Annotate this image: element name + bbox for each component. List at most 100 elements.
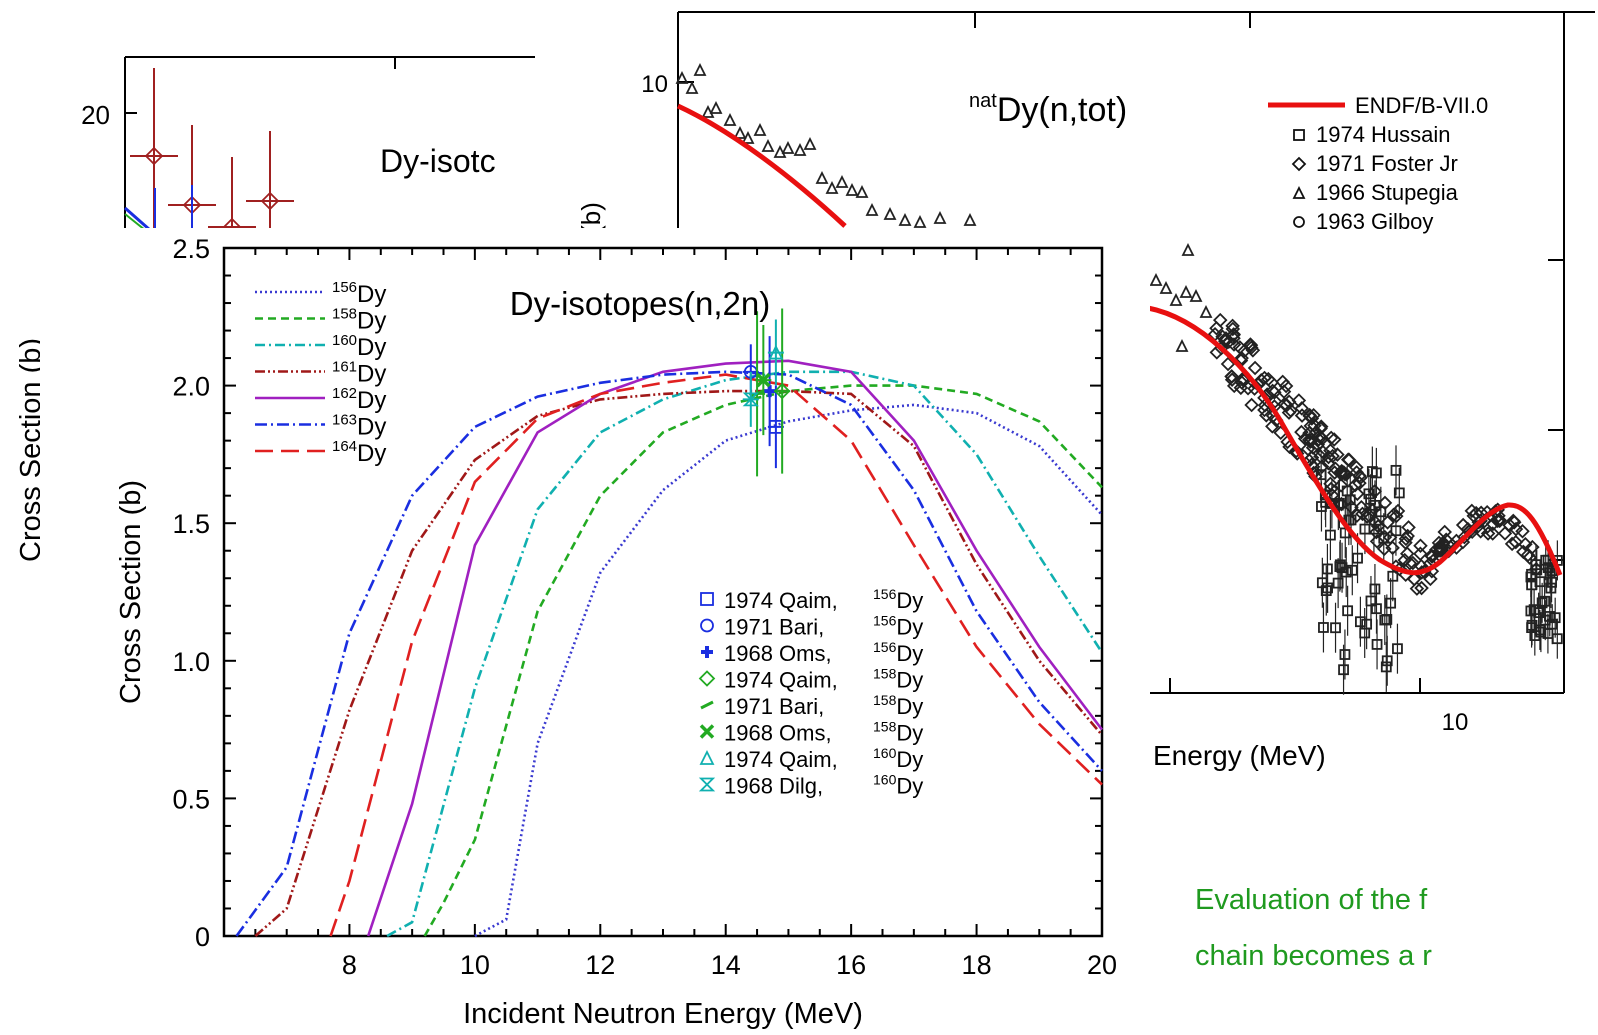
data-point	[1491, 508, 1506, 524]
back-series-line	[124, 206, 151, 232]
series-line-162Dy	[366, 359, 1104, 937]
data-point	[1522, 550, 1537, 565]
back-chart-title: Dy-isotc	[380, 143, 496, 179]
data-point	[1424, 548, 1439, 563]
main-axis-ticks: 8 10 12 14 16 18 20 0 0.5 1.0 1.5 2.0 2.5	[172, 234, 1117, 980]
data-point	[761, 138, 775, 152]
data-point	[1279, 397, 1295, 413]
data-point	[898, 212, 912, 226]
data-point	[1340, 566, 1352, 578]
back-chart-panel: 20 Dy-isotc	[0, 40, 540, 237]
data-point	[1267, 394, 1283, 409]
data-point	[1353, 470, 1368, 485]
data-point	[913, 214, 927, 228]
legend-label: 158Dy	[332, 306, 386, 335]
data-point	[1349, 465, 1364, 480]
right-x-axis-label: Energy (MeV)	[1153, 740, 1326, 771]
right-chart-legend: ENDF/B-VII.0 1974 Hussain 1971 Foster Jr 19…	[1268, 93, 1488, 234]
x-tick-label: 18	[962, 950, 992, 980]
exp-legend-marker	[698, 670, 716, 687]
data-point	[1385, 597, 1397, 609]
data-point	[1368, 515, 1383, 531]
data-point	[1544, 611, 1556, 622]
data-point	[1506, 515, 1522, 530]
data-point	[1380, 661, 1392, 673]
data-point	[1327, 465, 1342, 480]
legend-label: 156Dy	[332, 279, 386, 308]
main-y-axis-label: Cross Section (b)	[115, 480, 147, 704]
data-point	[1375, 506, 1387, 518]
data-point	[781, 140, 795, 154]
data-point	[1333, 478, 1349, 493]
data-point	[1322, 582, 1333, 594]
data-point	[1492, 513, 1507, 529]
exp-legend-label: 1968 Dilg,	[724, 774, 823, 799]
data-point	[1387, 570, 1399, 582]
data-point	[1518, 536, 1533, 552]
right-chart-data	[675, 62, 1563, 695]
data-point	[793, 142, 807, 156]
data-point	[1352, 552, 1363, 564]
data-point	[1381, 614, 1393, 625]
series-line-156Dy	[474, 403, 1103, 938]
caption-text: Evaluation of the f chain becomes a r	[1195, 872, 1595, 984]
exp-legend-marker	[700, 592, 714, 606]
data-point	[1278, 378, 1294, 394]
data-point	[1294, 424, 1309, 440]
data-point	[1363, 488, 1375, 500]
data-point	[1504, 536, 1520, 552]
exp-legend-marker	[699, 749, 715, 765]
data-point	[1359, 627, 1371, 639]
exp-legend-label: 1974 Qaim,	[724, 588, 838, 613]
data-point	[1243, 338, 1259, 353]
exp-legend-marker	[698, 777, 716, 792]
data-point	[1276, 384, 1292, 399]
series-line-164Dy	[329, 373, 1103, 937]
exp-legend-label: 1974 Qaim,	[724, 747, 838, 772]
data-point	[1346, 564, 1358, 576]
main-experiment-points	[742, 308, 791, 477]
right-legend-label: ENDF/B-VII.0	[1355, 93, 1488, 118]
data-point	[1480, 526, 1496, 541]
data-point	[1323, 443, 1338, 458]
right-axis-ticks	[677, 12, 1564, 693]
data-point	[825, 180, 839, 194]
exp-legend-label: 1971 Bari,	[724, 615, 824, 640]
main-chart-panel: 8 10 12 14 16 18 20 0 0.5 1.0 1.5 2.0 2.5 156Dy 158Dy…	[40, 228, 1150, 1030]
exp-legend-isotope: 158Dy	[873, 666, 923, 693]
data-point	[1381, 655, 1393, 667]
data-point	[1405, 555, 1421, 571]
data-point	[1369, 534, 1385, 549]
series-line-158Dy	[423, 384, 1103, 937]
experiment-point	[773, 382, 791, 400]
data-point	[1225, 321, 1241, 337]
data-point	[1526, 619, 1538, 631]
data-point	[1464, 503, 1480, 519]
exp-legend-label: 1968 Oms,	[724, 721, 832, 746]
data-point	[1449, 540, 1464, 555]
data-point	[1323, 481, 1339, 497]
data-point	[1326, 432, 1342, 447]
exp-legend-isotope: 156Dy	[873, 586, 923, 613]
data-point	[883, 206, 897, 220]
data-point	[1546, 618, 1558, 630]
data-point	[1330, 447, 1345, 462]
data-point	[1401, 520, 1416, 535]
series-line-163Dy	[235, 370, 1103, 937]
x-tick-label: 14	[711, 950, 741, 980]
data-point	[1179, 284, 1193, 298]
data-point	[1342, 605, 1354, 617]
data-point	[1225, 318, 1240, 334]
data-point	[1534, 576, 1546, 588]
data-point	[1398, 531, 1414, 547]
right-chart-svg: 10 10 (b) Energy (MeV) natDy(n,tot) ENDF…	[576, 11, 1595, 771]
exp-legend-isotope: 156Dy	[873, 613, 923, 640]
data-point	[1390, 503, 1406, 519]
right-chart-title: natDy(n,tot)	[969, 90, 1127, 129]
data-point	[1318, 622, 1329, 633]
y-tick-label: 2.5	[172, 234, 210, 264]
data-point	[1339, 649, 1351, 660]
data-point	[1340, 452, 1356, 467]
